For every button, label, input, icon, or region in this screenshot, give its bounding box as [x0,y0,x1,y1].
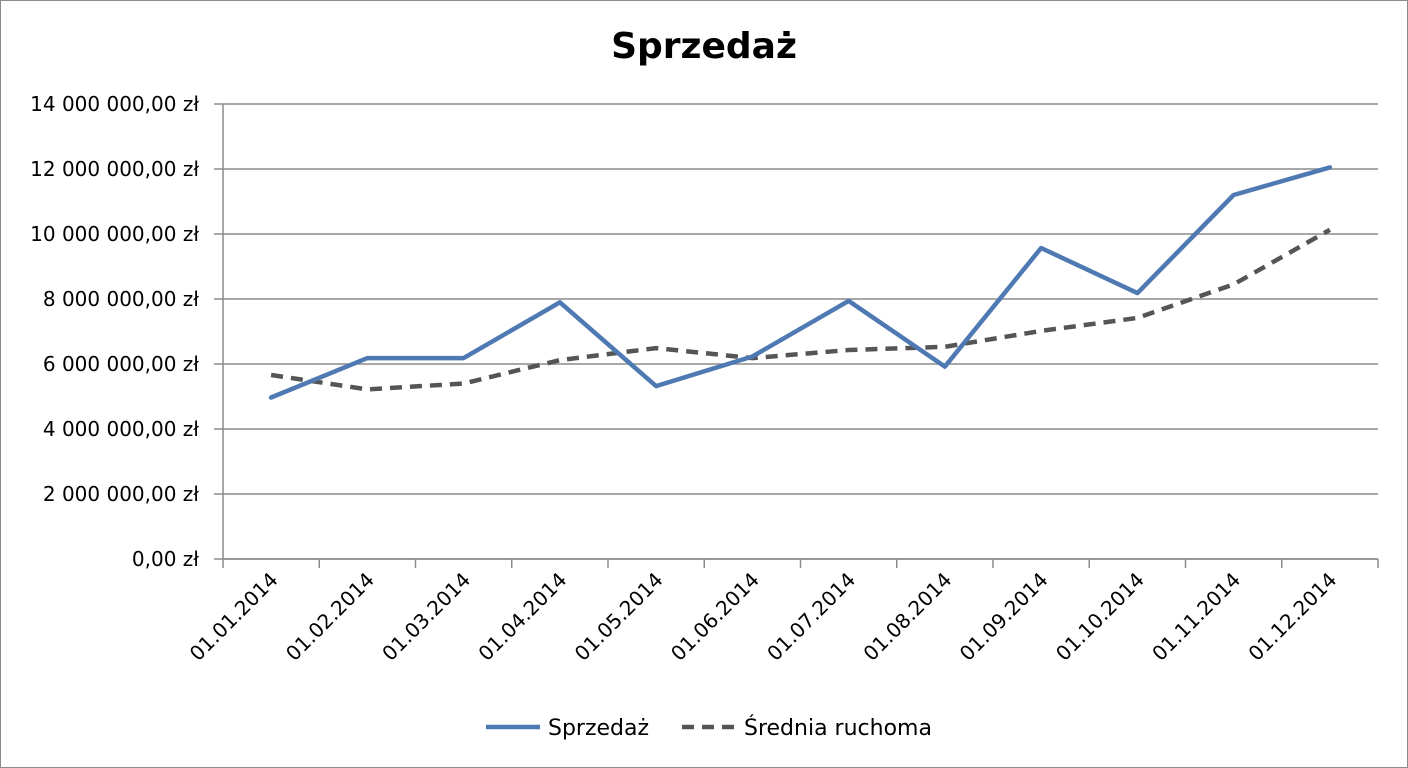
y-tick-label: 12 000 000,00 zł [30,157,199,181]
x-tick-label: 01.02.2014 [281,568,379,666]
x-tick-label: 01.12.2014 [1243,568,1341,666]
y-tick-label: 4 000 000,00 zł [43,417,199,441]
y-tick-label: 0,00 zł [132,547,199,571]
y-tick-label: 10 000 000,00 zł [30,222,199,246]
y-tick-label: 2 000 000,00 zł [43,482,199,506]
x-axis: 01.01.201401.02.201401.03.201401.04.2014… [185,558,1379,666]
x-tick-label: 01.11.2014 [1147,568,1245,666]
y-tick-label: 6 000 000,00 zł [43,352,199,376]
legend-label: Sprzedaż [548,716,649,741]
y-tick-label: 8 000 000,00 zł [43,287,199,311]
x-tick-label: 01.01.2014 [185,568,283,666]
x-tick-label: 01.08.2014 [858,568,956,666]
chart-title: Sprzedaż [611,26,797,67]
y-axis-ticks: 0,00 zł 2 000 000,00 zł 4 000 000,00 zł 6 0… [30,92,223,571]
x-tick-label: 01.05.2014 [570,568,668,666]
x-tick-label: 01.03.2014 [377,568,475,666]
series-line-moving-average [270,227,1332,392]
legend-label: Średnia ruchoma [744,715,932,741]
gridlines [222,103,1378,560]
y-tick-label: 14 000 000,00 zł [30,92,199,116]
legend: Sprzedaż Średnia ruchoma [486,715,932,741]
series-line-sales [268,165,1333,400]
series-layer [268,165,1333,400]
x-tick-label: 01.06.2014 [666,568,764,666]
x-tick-label: 01.07.2014 [762,568,860,666]
x-tick-label: 01.09.2014 [955,568,1053,666]
x-tick-label: 01.10.2014 [1051,568,1149,666]
x-tick-label: 01.04.2014 [473,568,571,666]
